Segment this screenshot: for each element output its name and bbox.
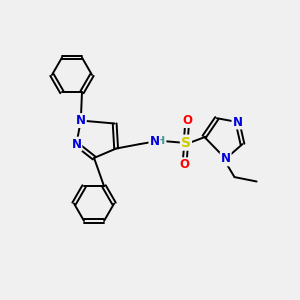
Text: N: N xyxy=(149,135,159,148)
Text: H: H xyxy=(156,136,166,146)
Text: S: S xyxy=(181,136,191,150)
Text: N: N xyxy=(232,116,242,128)
Text: O: O xyxy=(180,158,190,171)
Text: N: N xyxy=(71,138,81,151)
Text: N: N xyxy=(76,114,86,127)
Text: O: O xyxy=(182,114,192,127)
Text: N: N xyxy=(221,152,231,165)
